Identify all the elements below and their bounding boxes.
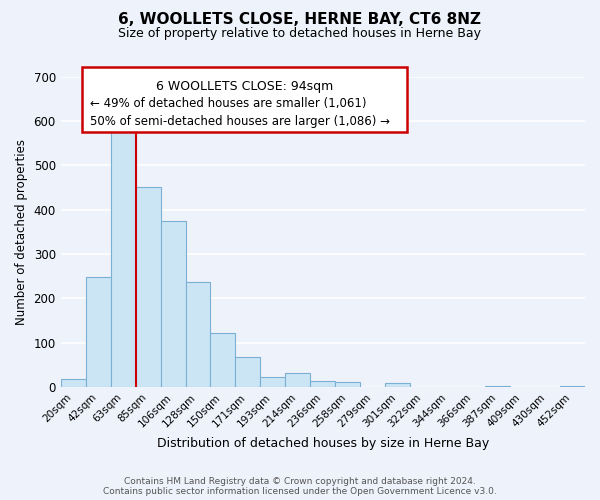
Text: 6, WOOLLETS CLOSE, HERNE BAY, CT6 8NZ: 6, WOOLLETS CLOSE, HERNE BAY, CT6 8NZ [119, 12, 482, 28]
Text: ← 49% of detached houses are smaller (1,061): ← 49% of detached houses are smaller (1,… [89, 96, 366, 110]
Text: Contains HM Land Registry data © Crown copyright and database right 2024.: Contains HM Land Registry data © Crown c… [124, 477, 476, 486]
Y-axis label: Number of detached properties: Number of detached properties [15, 138, 28, 324]
Bar [286, 373, 310, 387]
Bar [560, 386, 585, 387]
FancyBboxPatch shape [82, 67, 407, 132]
Bar [185, 282, 211, 387]
Text: 6 WOOLLETS CLOSE: 94sqm: 6 WOOLLETS CLOSE: 94sqm [155, 80, 333, 92]
Bar [485, 386, 510, 387]
X-axis label: Distribution of detached houses by size in Herne Bay: Distribution of detached houses by size … [157, 437, 489, 450]
Bar [136, 188, 161, 387]
Bar [385, 383, 410, 387]
Bar [235, 357, 260, 387]
Bar [61, 380, 86, 387]
Bar [161, 220, 185, 387]
Bar [335, 382, 360, 387]
Bar [110, 129, 136, 387]
Bar [310, 380, 335, 387]
Bar [86, 278, 110, 387]
Text: Size of property relative to detached houses in Herne Bay: Size of property relative to detached ho… [119, 28, 482, 40]
Bar [211, 334, 235, 387]
Text: Contains public sector information licensed under the Open Government Licence v3: Contains public sector information licen… [103, 487, 497, 496]
Text: 50% of semi-detached houses are larger (1,086) →: 50% of semi-detached houses are larger (… [89, 116, 389, 128]
Bar [260, 376, 286, 387]
